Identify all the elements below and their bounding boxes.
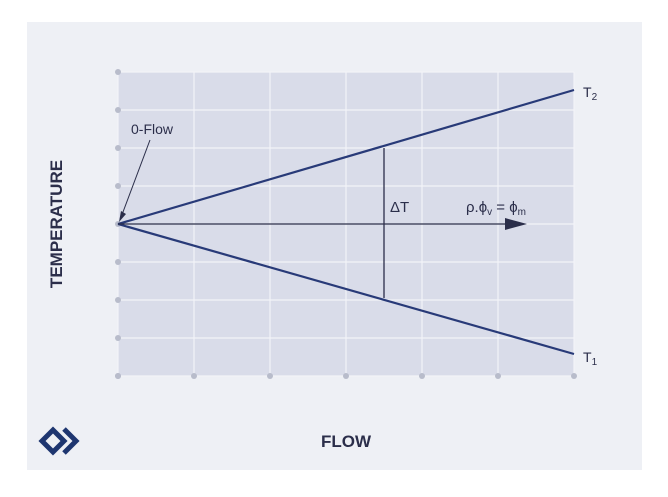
x-tick (267, 373, 273, 379)
x-tick (495, 373, 501, 379)
x-tick (343, 373, 349, 379)
y-tick (115, 297, 121, 303)
pointer-head-icon (119, 211, 126, 222)
y-tick (115, 183, 121, 189)
x-tick (571, 373, 577, 379)
t1-label: T1 (583, 349, 598, 368)
zero-flow-pointer (119, 139, 151, 221)
axis-ticks (115, 69, 577, 379)
formula-label: ρ.ϕv = ϕm (466, 199, 526, 218)
x-axis-label: FLOW (321, 432, 372, 451)
t1-line (117, 222, 575, 356)
y-tick (115, 259, 121, 265)
delta-t-label: ΔT (390, 199, 409, 216)
t2-label: T2 (583, 84, 598, 103)
y-tick (115, 335, 121, 341)
arrow-head-icon (505, 218, 527, 230)
t2-line (117, 88, 575, 226)
y-tick (115, 69, 121, 75)
zero-flow-label: 0-Flow (131, 121, 174, 137)
logo (38, 426, 80, 456)
y-axis-label: TEMPERATURE (47, 160, 66, 288)
x-tick (191, 373, 197, 379)
y-tick (115, 145, 121, 151)
y-tick (115, 107, 121, 113)
x-tick (419, 373, 425, 379)
y-tick (115, 373, 121, 379)
